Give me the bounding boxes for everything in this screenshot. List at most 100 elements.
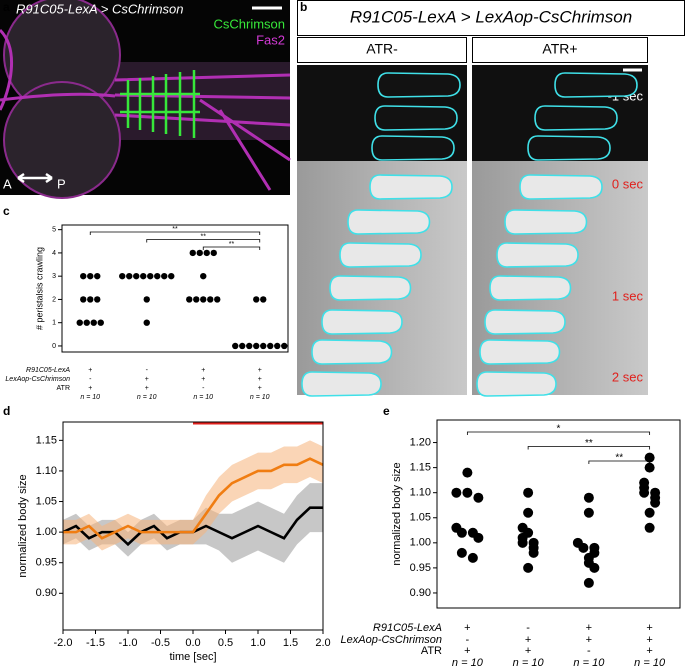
- data-dot: [200, 296, 207, 303]
- y-tick-label: 3: [52, 273, 56, 280]
- genotype-sign: +: [88, 385, 92, 392]
- data-dot: [456, 527, 467, 538]
- panel-label: c: [3, 204, 10, 218]
- data-dot: [94, 296, 101, 303]
- y-tick-label: 1.05: [36, 495, 57, 507]
- data-dot: [473, 492, 484, 503]
- axis-label: P: [57, 176, 66, 191]
- data-dot: [119, 272, 126, 280]
- column-header: ATR+: [542, 41, 577, 57]
- y-tick-label: 5: [52, 226, 56, 233]
- genotype-sign: -: [146, 367, 149, 374]
- fas2-axons: [0, 28, 291, 191]
- genotype-sign: +: [464, 622, 470, 634]
- row-label: R91C05-LexA: [373, 622, 442, 634]
- mean-line: [63, 457, 324, 540]
- significance-label: **: [172, 226, 178, 233]
- row-label: LexAop-CsChrimson: [5, 376, 70, 383]
- x-tick-label: 1.0: [250, 637, 265, 649]
- data-dot: [583, 507, 594, 518]
- x-tick-label: 1.5: [283, 637, 298, 649]
- data-dot: [274, 342, 281, 350]
- row-label: LexAop-CsChrimson: [341, 634, 442, 646]
- panel-label: e: [383, 404, 390, 418]
- data-dot: [644, 507, 655, 518]
- significance-bracket: [588, 460, 651, 464]
- larva: [371, 135, 455, 161]
- row-label: ATR: [421, 645, 442, 657]
- data-dot: [168, 272, 175, 280]
- y-tick-label: 1.10: [410, 487, 431, 499]
- data-dot: [528, 547, 539, 558]
- data-dot: [589, 562, 600, 573]
- genotype-sign: +: [525, 645, 531, 657]
- sd-band: [63, 440, 323, 551]
- x-tick-label: 0.5: [218, 637, 233, 649]
- sample-size: n = 10: [80, 394, 100, 401]
- sample-size: n = 10: [137, 394, 157, 401]
- larva: [369, 174, 453, 200]
- data-dot: [473, 532, 484, 543]
- row-label: R91C05-LexA: [26, 367, 70, 374]
- genotype-sign: -: [466, 634, 470, 646]
- data-dot: [650, 497, 661, 508]
- data-dot: [207, 296, 214, 303]
- data-dot: [189, 249, 196, 257]
- y-tick-label: 0: [52, 343, 56, 350]
- larva: [377, 72, 461, 98]
- panel-title: R91C05-LexA > LexAop-CsChrimson: [350, 7, 632, 26]
- panel-label: b: [300, 0, 307, 14]
- data-dot: [210, 249, 217, 257]
- larva: [321, 309, 403, 335]
- genotype-sign: +: [646, 634, 652, 646]
- data-dot: [260, 342, 267, 350]
- x-axis-label: time [sec]: [169, 651, 216, 663]
- time-label: 0 sec: [612, 176, 644, 191]
- sample-size: n = 10: [250, 394, 270, 401]
- larva: [374, 105, 458, 131]
- data-dot: [87, 296, 94, 303]
- data-dot: [214, 296, 221, 303]
- data-dot: [97, 319, 104, 326]
- y-tick-label: 1.20: [410, 436, 431, 448]
- data-dot: [154, 272, 161, 280]
- larva: [301, 371, 382, 397]
- sample-size: n = 10: [452, 657, 484, 669]
- significance-label: **: [201, 233, 207, 240]
- significance-label: **: [585, 438, 593, 449]
- significance-label: *: [557, 424, 561, 435]
- brain-lobe: [3, 81, 121, 199]
- larva: [527, 135, 611, 161]
- y-tick-label: 4: [52, 250, 56, 257]
- y-tick-label: 0.95: [410, 562, 431, 574]
- data-dot: [126, 272, 133, 280]
- x-tick-label: -1.0: [119, 637, 138, 649]
- data-dot: [644, 522, 655, 533]
- y-tick-label: 1.10: [36, 465, 57, 477]
- y-tick-label: 0.90: [410, 587, 431, 599]
- data-dot: [246, 342, 253, 350]
- larva: [476, 371, 557, 397]
- y-tick-label: 1.00: [410, 537, 431, 549]
- panel-b: b R91C05-LexA > LexAop-CsChrimson ATR- A…: [297, 0, 685, 397]
- data-dot: [523, 562, 534, 573]
- plot-frame: [61, 224, 289, 353]
- panel-label: d: [3, 404, 10, 418]
- genotype-sign: +: [88, 367, 92, 374]
- axis-label: A: [3, 176, 12, 191]
- y-axis-label: normalized body size: [391, 462, 403, 565]
- data-dot: [147, 272, 154, 280]
- legend-entry: CsChrimson: [213, 16, 285, 31]
- y-tick-label: 1: [52, 320, 56, 327]
- data-dot: [267, 342, 274, 350]
- larva: [339, 242, 422, 268]
- data-dot: [87, 272, 94, 280]
- larva: [554, 72, 638, 98]
- data-dot: [94, 272, 101, 280]
- genotype-sign: +: [258, 367, 262, 374]
- larva: [504, 209, 588, 235]
- data-dot: [196, 249, 203, 257]
- data-dot: [644, 462, 655, 473]
- data-dot: [200, 272, 207, 280]
- genotype-sign: +: [145, 385, 149, 392]
